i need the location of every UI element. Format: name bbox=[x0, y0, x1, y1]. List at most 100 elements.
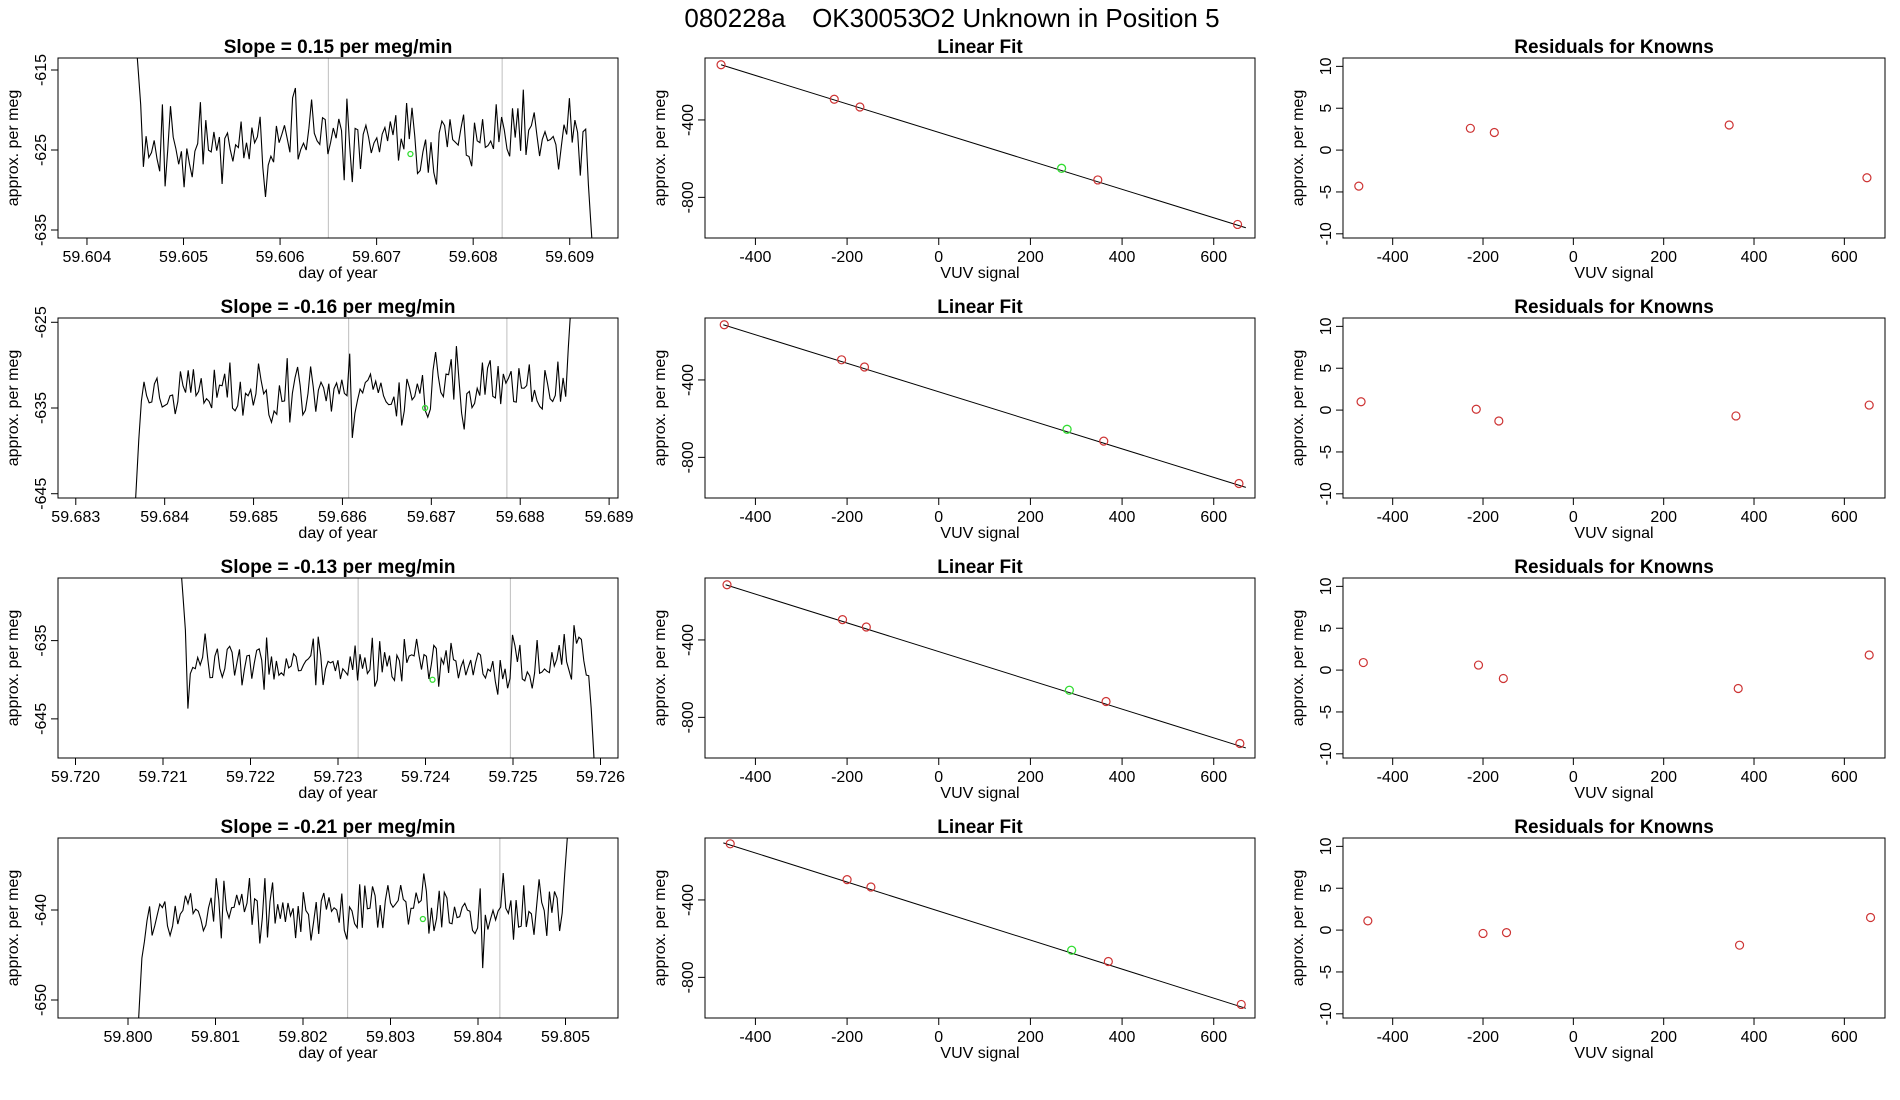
known-point bbox=[1489, 127, 1499, 138]
y-tick-label: -645 bbox=[33, 478, 50, 510]
y-tick-label: -10 bbox=[1318, 1002, 1335, 1025]
x-tick-label: 59.724 bbox=[401, 769, 450, 786]
y-tick-label: -800 bbox=[680, 961, 697, 993]
known-point bbox=[1103, 956, 1113, 967]
x-tick-label: -400 bbox=[739, 769, 771, 786]
x-tick-label: 400 bbox=[1741, 249, 1768, 266]
panel-title: Slope = -0.13 per meg/min bbox=[221, 557, 456, 578]
x-tick-label: -200 bbox=[831, 509, 863, 526]
signal-trace bbox=[136, 58, 593, 238]
x-tick-label: -400 bbox=[1377, 769, 1409, 786]
known-point bbox=[716, 60, 726, 70]
y-tick-label: -5 bbox=[1318, 965, 1335, 979]
x-tick-label: 59.725 bbox=[489, 769, 538, 786]
panel-grid: Slope = 0.15 per meg/min 59.604 59.605 59.6… bbox=[5, 37, 1886, 1062]
plot-frame bbox=[1342, 57, 1886, 239]
y-tick-label: 10 bbox=[1318, 837, 1335, 855]
x-tick-label: 59.604 bbox=[62, 249, 111, 266]
x-tick-label: 59.804 bbox=[454, 1029, 503, 1046]
y-tick-label: -635 bbox=[33, 624, 50, 656]
x-tick-label: 59.802 bbox=[279, 1029, 328, 1046]
known-point bbox=[1354, 181, 1364, 191]
x-tick-label: 59.720 bbox=[51, 769, 100, 786]
panel-title: Linear Fit bbox=[937, 37, 1023, 58]
panel-title: Slope = 0.15 per meg/min bbox=[224, 37, 453, 58]
y-tick-label: 5 bbox=[1318, 364, 1335, 373]
x-tick-label: 200 bbox=[1017, 769, 1044, 786]
x-axis-label: VUV signal bbox=[940, 785, 1019, 802]
known-point bbox=[1501, 928, 1512, 938]
plot-data bbox=[135, 318, 571, 498]
chart-fit-row-2: Linear Fit -400 -200 0 200 400 600 -400 -800 VUV … bbox=[652, 297, 1256, 542]
y-tick-label: -400 bbox=[680, 884, 697, 916]
known-point bbox=[719, 320, 729, 330]
chart-timeseries-row-4: Slope = -0.21 per meg/min 59.800 59.801 59.… bbox=[5, 817, 619, 1062]
known-point bbox=[725, 839, 735, 849]
x-tick-label: -400 bbox=[1377, 249, 1409, 266]
x-axis-label: day of year bbox=[298, 785, 378, 802]
x-tick-label: 59.606 bbox=[256, 249, 305, 266]
known-point bbox=[836, 355, 847, 365]
known-point bbox=[1733, 683, 1743, 694]
plot-data bbox=[716, 60, 1246, 230]
y-tick-label: -615 bbox=[33, 54, 50, 86]
plot-frame bbox=[57, 577, 619, 759]
chart-fit-row-1: Linear Fit -400 -200 0 200 400 600 -400 -800 VUV … bbox=[652, 37, 1256, 282]
chart-resid-row-2: Residuals for Knowns -400 -200 0 200 400 600 10… bbox=[1290, 297, 1886, 542]
y-tick-label: 0 bbox=[1318, 666, 1335, 675]
x-tick-label: 600 bbox=[1831, 249, 1858, 266]
y-tick-label: -625 bbox=[33, 306, 50, 338]
plot-frame bbox=[704, 57, 1256, 239]
known-point bbox=[837, 615, 848, 625]
plot-frame bbox=[704, 317, 1256, 499]
x-tick-label: 59.689 bbox=[585, 509, 634, 526]
y-tick-label: 5 bbox=[1318, 624, 1335, 633]
x-tick-label: 400 bbox=[1741, 769, 1768, 786]
known-point bbox=[1232, 219, 1243, 230]
known-point bbox=[1862, 173, 1872, 183]
y-axis-label: approx. per meg bbox=[1290, 350, 1307, 467]
known-point bbox=[1734, 940, 1745, 950]
x-tick-label: 59.684 bbox=[140, 509, 189, 526]
x-tick-label: 600 bbox=[1200, 509, 1227, 526]
x-tick-label: -400 bbox=[739, 509, 771, 526]
x-tick-label: 600 bbox=[1831, 769, 1858, 786]
signal-trace bbox=[135, 318, 571, 498]
x-tick-label: 0 bbox=[1569, 1029, 1578, 1046]
known-point bbox=[1473, 660, 1484, 670]
plot-data bbox=[722, 580, 1246, 749]
panel-title: Slope = -0.21 per meg/min bbox=[221, 817, 456, 838]
known-point bbox=[1465, 123, 1475, 133]
x-tick-label: 59.683 bbox=[51, 509, 100, 526]
y-tick-label: 10 bbox=[1318, 317, 1335, 335]
known-point bbox=[859, 362, 870, 372]
y-tick-label: -10 bbox=[1318, 222, 1335, 245]
x-tick-label: 59.805 bbox=[541, 1029, 590, 1046]
x-tick-label: 59.687 bbox=[407, 509, 456, 526]
chart-fit-row-3: Linear Fit -400 -200 0 200 400 600 -400 -800 VUV … bbox=[652, 557, 1256, 802]
unknown-marker bbox=[407, 150, 414, 158]
plot-data bbox=[136, 58, 593, 238]
y-axis-label: approx. per meg bbox=[652, 870, 669, 987]
x-tick-label: 400 bbox=[1109, 769, 1136, 786]
x-tick-label: -200 bbox=[1467, 509, 1499, 526]
plot-frame bbox=[704, 577, 1256, 759]
unknown-marker bbox=[419, 915, 427, 923]
panel-title: Residuals for Knowns bbox=[1514, 37, 1714, 58]
x-tick-label: 0 bbox=[934, 249, 943, 266]
x-tick-label: 600 bbox=[1831, 509, 1858, 526]
x-tick-label: -200 bbox=[1467, 769, 1499, 786]
y-tick-label: -635 bbox=[33, 392, 50, 424]
x-tick-label: 400 bbox=[1741, 1029, 1768, 1046]
x-tick-label: 200 bbox=[1650, 769, 1677, 786]
chart-resid-row-1: Residuals for Knowns -400 -200 0 200 400 600 10… bbox=[1290, 37, 1886, 282]
unknown-point bbox=[1056, 163, 1067, 173]
x-tick-label: 59.722 bbox=[226, 769, 275, 786]
panel-title: Slope = -0.16 per meg/min bbox=[221, 297, 456, 318]
plot-data bbox=[1356, 397, 1874, 426]
y-tick-label: -625 bbox=[33, 134, 50, 166]
plot-frame bbox=[57, 57, 619, 239]
x-tick-label: 600 bbox=[1200, 769, 1227, 786]
y-axis-label: approx. per meg bbox=[5, 90, 22, 207]
x-tick-label: 0 bbox=[934, 509, 943, 526]
